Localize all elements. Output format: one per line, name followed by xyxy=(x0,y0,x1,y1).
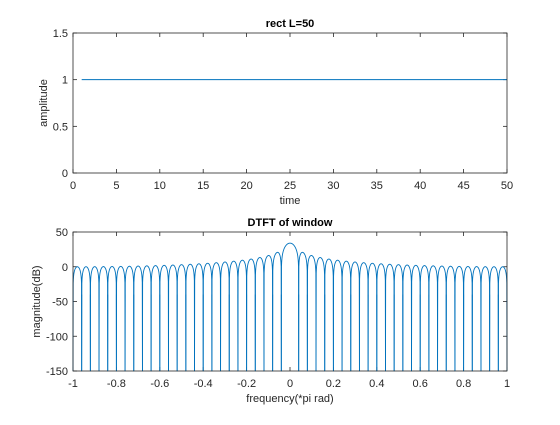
top-y-tick-label: 1.5 xyxy=(53,28,68,40)
top-x-tick-label: 25 xyxy=(284,180,296,192)
bottom-axes-frame xyxy=(72,231,508,372)
top-x-tick-label: 20 xyxy=(240,180,252,192)
top-y-axis-label: amplitude xyxy=(38,79,50,127)
top-x-tick-label: 40 xyxy=(414,180,426,192)
top-x-tick-label: 15 xyxy=(197,180,209,192)
bottom-x-tick-label: -0.2 xyxy=(237,378,256,390)
top-x-tick-label: 10 xyxy=(154,180,166,192)
bottom-y-ticks: -150 -100 -50 0 50 xyxy=(46,227,507,378)
dtft-null-spikes xyxy=(81,294,499,371)
bottom-y-tick-label: -50 xyxy=(52,297,68,309)
top-y-tick-label: 1 xyxy=(62,75,68,87)
bottom-x-tick-label: 0.4 xyxy=(369,378,384,390)
top-x-tick-label: 5 xyxy=(113,180,119,192)
top-axes: 0 5 10 15 20 25 30 35 40 45 50 00.511.5 rect L=50 … xyxy=(38,18,513,207)
bottom-x-tick-label: -1 xyxy=(68,378,78,390)
bottom-x-tick-label: 0.2 xyxy=(326,378,341,390)
bottom-x-tick-label: 0 xyxy=(287,378,293,390)
bottom-y-axis-label: magnitude(dB) xyxy=(31,265,43,337)
top-x-ticks: 0 5 10 15 20 25 30 35 40 45 50 xyxy=(70,33,513,192)
bottom-y-tick-label: -150 xyxy=(46,366,68,378)
top-x-tick-label: 30 xyxy=(327,180,339,192)
bottom-x-tick-label: 0.8 xyxy=(456,378,471,390)
top-axes-frame xyxy=(72,32,508,174)
bottom-x-ticks: -1 -0.8 -0.6 -0.4 -0.2 0 0.2 0.4 0.6 0.8 1 xyxy=(68,232,510,390)
bottom-y-tick-label: -100 xyxy=(46,331,68,343)
top-x-tick-label: 50 xyxy=(501,180,513,192)
dtft-magnitude-line xyxy=(72,242,508,372)
top-chart-title: rect L=50 xyxy=(266,18,315,30)
top-plot-area xyxy=(73,33,507,173)
bottom-x-tick-label: 1 xyxy=(504,378,510,390)
bottom-plot-area xyxy=(73,232,507,371)
bottom-x-axis-label: frequency(*pi rad) xyxy=(246,393,333,405)
bottom-x-tick-label: -0.4 xyxy=(194,378,213,390)
top-x-tick-label: 45 xyxy=(457,180,469,192)
bottom-axes: -1 -0.8 -0.6 -0.4 -0.2 0 0.2 0.4 0.6 0.8 1 -150 -10… xyxy=(31,217,510,405)
bottom-x-tick-label: -0.6 xyxy=(150,378,169,390)
bottom-chart-title: DTFT of window xyxy=(248,217,333,229)
top-x-tick-label: 0 xyxy=(70,180,76,192)
bottom-y-tick-label: 0 xyxy=(62,262,68,274)
bottom-x-tick-label: 0.6 xyxy=(413,378,428,390)
top-y-tick-label: 0.5 xyxy=(53,121,68,133)
top-y-tick-label: 0 xyxy=(62,168,68,180)
top-x-tick-label: 35 xyxy=(371,180,383,192)
bottom-y-tick-label: 50 xyxy=(56,227,68,239)
bottom-x-tick-label: -0.8 xyxy=(107,378,126,390)
bottom-series xyxy=(72,242,508,372)
top-x-axis-label: time xyxy=(280,195,301,207)
